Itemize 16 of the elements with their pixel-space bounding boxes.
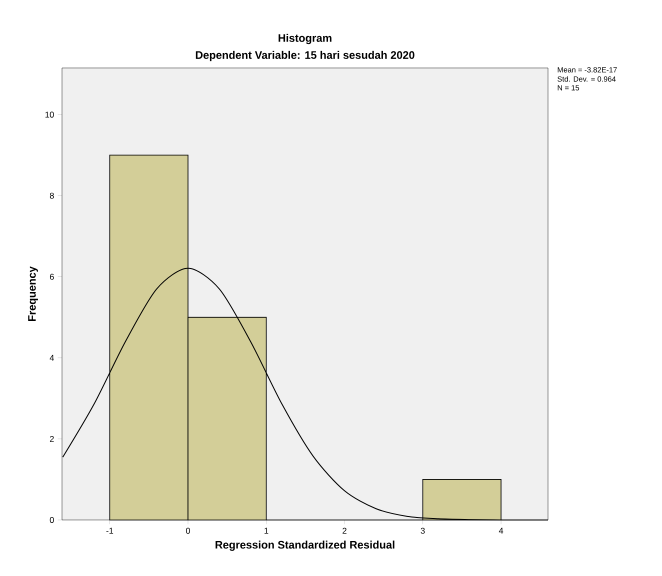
x-tick-label: 3 bbox=[420, 528, 425, 534]
x-tick-label: 4 bbox=[498, 528, 504, 534]
x-axis-title: Regression Standardized Residual bbox=[216, 540, 394, 551]
x-tick-label: 1 bbox=[264, 528, 268, 534]
chart-subtitle: Dependent Variable: 15 hari sesudah 2020 bbox=[196, 50, 414, 62]
x-tick-label: 0 bbox=[186, 528, 190, 534]
y-tick-label: 2 bbox=[50, 436, 54, 442]
y-tick-label: 4 bbox=[50, 354, 54, 361]
y-tick-label: 6 bbox=[50, 274, 54, 280]
y-tick-label: 0 bbox=[50, 516, 54, 523]
y-tick-label: 8 bbox=[50, 192, 54, 199]
chart-title: Histogram bbox=[278, 34, 332, 44]
y-axis-title: Frequency bbox=[28, 266, 38, 321]
y-tick-label: 10 bbox=[45, 112, 54, 118]
x-tick-label: -1 bbox=[106, 528, 114, 534]
x-tick-label: 2 bbox=[342, 528, 346, 534]
